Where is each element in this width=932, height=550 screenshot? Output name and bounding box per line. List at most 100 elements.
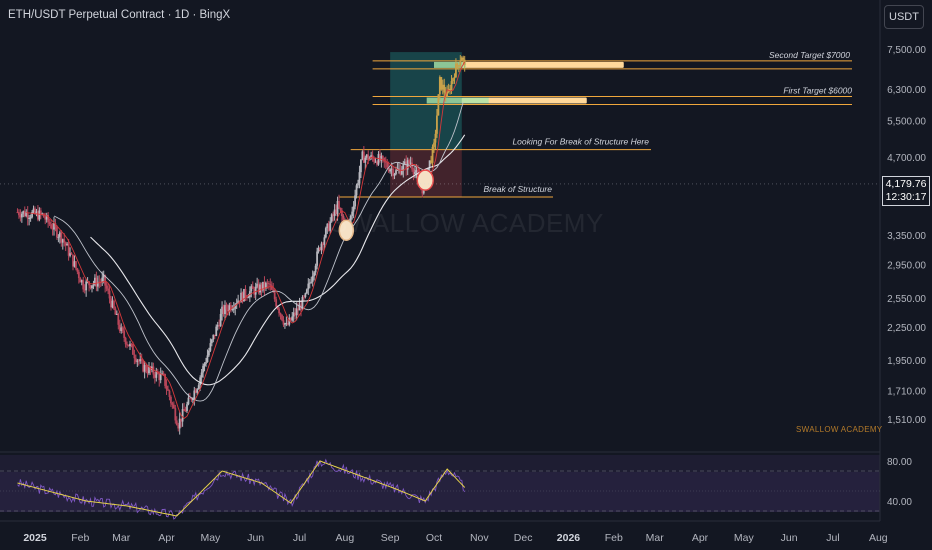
candle-body — [383, 157, 386, 162]
candle-body — [67, 243, 70, 256]
candle-body — [456, 63, 459, 66]
second-target-entry — [434, 61, 466, 68]
candle-body — [360, 159, 362, 173]
candle-body — [319, 247, 321, 251]
candle-body — [392, 168, 394, 176]
candle-body — [89, 285, 92, 289]
candle-body — [44, 217, 47, 220]
candle-body — [305, 289, 308, 294]
candle-body — [244, 289, 247, 297]
price-tick-label: 1,710.00 — [887, 386, 926, 397]
last-price-value: 4,179.76 — [885, 178, 927, 190]
candle-body — [428, 160, 431, 168]
candle-body — [70, 253, 73, 255]
candle-body — [362, 151, 365, 163]
candle-body — [365, 154, 368, 158]
candle-body — [39, 210, 42, 214]
candle-body — [145, 365, 147, 372]
candle-body — [189, 397, 191, 399]
candle-body — [355, 185, 358, 196]
candle-body — [228, 305, 231, 312]
candle-body — [286, 323, 289, 325]
time-tick-label: Jul — [826, 532, 839, 544]
candle-body — [265, 282, 267, 289]
bos-label: Break of Structure — [483, 184, 552, 194]
candle-body — [224, 305, 226, 315]
second-target-highlight — [461, 61, 624, 68]
candle-body — [212, 334, 215, 340]
candle-body — [178, 418, 181, 429]
candle-body — [102, 275, 105, 278]
candle-body — [101, 277, 104, 283]
watermark: SWALLOW ACADEMY — [330, 208, 604, 238]
candle-body — [459, 61, 462, 67]
time-tick-label: 2026 — [557, 532, 581, 544]
candle-body — [158, 373, 161, 381]
candle-body — [270, 285, 273, 290]
candle-body — [395, 170, 397, 174]
time-tick-label: Jul — [293, 532, 306, 544]
candle-body — [77, 271, 80, 279]
candle-body — [437, 94, 440, 116]
price-tick-label: 1,510.00 — [887, 415, 926, 426]
candle-body — [338, 201, 340, 208]
candle-body — [196, 389, 199, 393]
candle-body — [95, 277, 98, 287]
candle-body — [400, 170, 403, 175]
time-tick-label: Oct — [426, 532, 442, 544]
candle-body — [374, 161, 377, 163]
candle-body — [215, 326, 218, 336]
candle-body — [381, 155, 384, 158]
candle-body — [361, 151, 364, 160]
candle-body — [324, 228, 327, 238]
candle-body — [460, 57, 463, 62]
rsi-pane — [0, 455, 880, 512]
candle-body — [153, 374, 156, 378]
candle-body — [326, 223, 329, 229]
ma-200-line — [90, 134, 466, 386]
first-target-label: First Target $6000 — [783, 86, 852, 96]
candle-body — [199, 377, 202, 386]
candle-body — [115, 313, 118, 315]
candle-body — [206, 355, 209, 363]
signature-text: SWALLOW ACADEMY — [796, 425, 883, 434]
candle-body — [433, 142, 435, 147]
candle-body — [191, 399, 194, 401]
candle-body — [134, 358, 137, 362]
candle-body — [142, 360, 145, 372]
candle-body — [61, 239, 64, 243]
candle-body — [294, 312, 297, 316]
candle-body — [322, 243, 324, 245]
candle-body — [108, 290, 111, 299]
price-tick-label: 6,300.00 — [887, 85, 926, 96]
candle-body — [304, 293, 307, 297]
candle-body — [336, 201, 339, 214]
candle-body — [403, 161, 406, 165]
candle-body — [96, 281, 99, 287]
candle-body — [124, 337, 127, 345]
candle-body — [123, 330, 126, 338]
candle-body — [177, 424, 180, 429]
candle-body — [63, 239, 66, 243]
candle-body — [126, 344, 128, 346]
rsi-tick-label: 80.00 — [887, 457, 912, 468]
candle-body — [370, 155, 373, 159]
candle-body — [37, 211, 39, 220]
candle-body — [313, 272, 316, 277]
time-tick-label: Jun — [781, 532, 798, 544]
candle-body — [20, 213, 23, 218]
time-tick-label: Jun — [247, 532, 264, 544]
candle-body — [190, 397, 193, 400]
currency-button[interactable]: USDT — [884, 5, 924, 29]
candle-body — [42, 213, 45, 218]
candle-body — [64, 242, 67, 246]
candle-body — [229, 305, 232, 310]
candle-body — [417, 170, 419, 175]
price-tick-label: 5,500.00 — [887, 117, 926, 128]
candle-body — [247, 297, 250, 299]
candle-body — [256, 283, 259, 287]
candle-body — [167, 389, 169, 391]
candle-body — [118, 324, 121, 331]
candle-body — [455, 63, 457, 78]
